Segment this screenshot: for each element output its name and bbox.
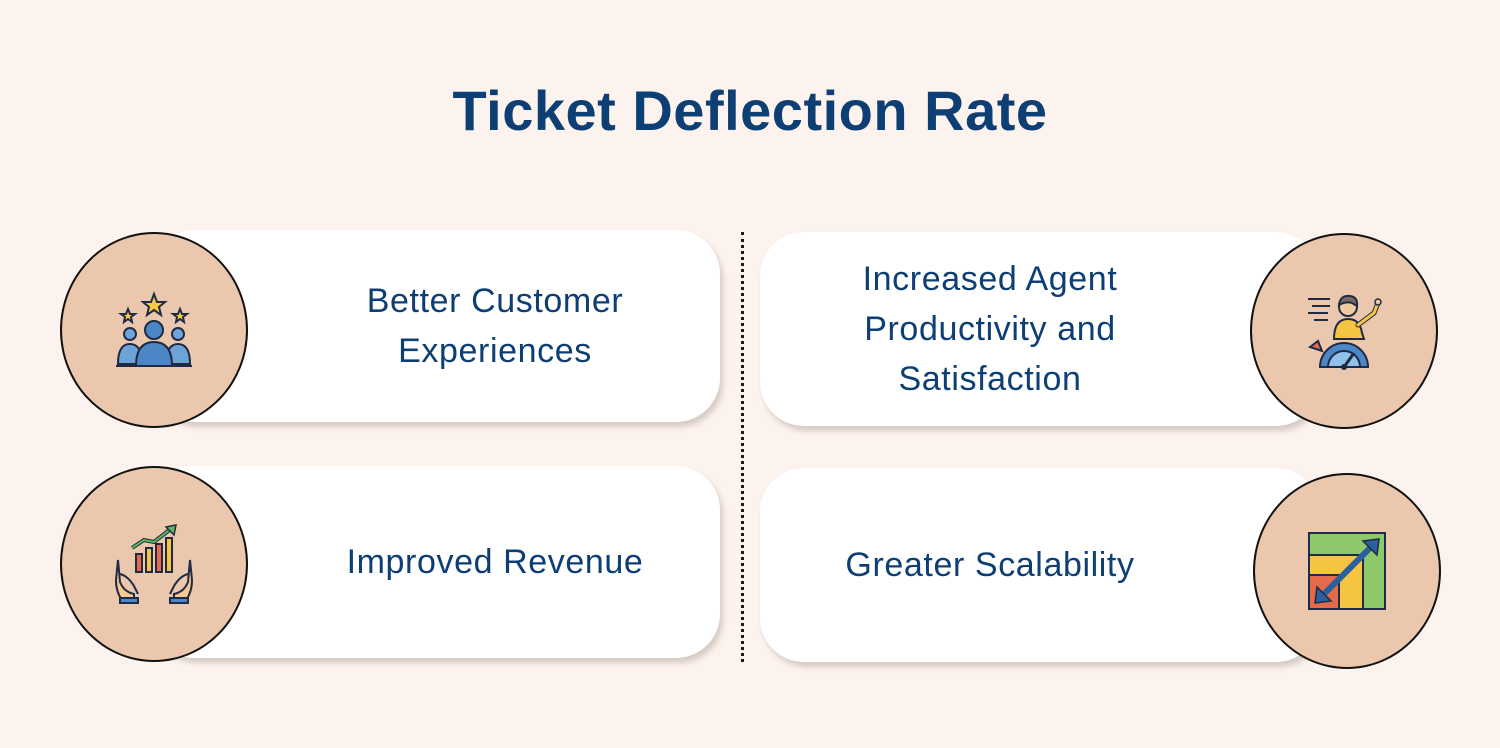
agent-speedometer-icon-circle [1250, 233, 1438, 429]
benefit-card-agent-productivity: Increased Agent Productivity and Satisfa… [760, 232, 1320, 426]
revenue-growth-icon-circle [60, 466, 248, 662]
agent-speedometer-icon [1307, 294, 1382, 370]
customer-rating-icon [116, 291, 192, 367]
scalability-icon-circle [1253, 473, 1441, 669]
benefit-card-greater-scalability: Greater Scalability [760, 468, 1320, 662]
benefit-label: Better Customer Experiences [366, 282, 624, 370]
benefit-label: Improved Revenue [346, 543, 644, 581]
benefit-label: Increased Agent Productivity and Satisfa… [862, 260, 1118, 398]
benefit-label: Greater Scalability [845, 546, 1135, 584]
page-title: Ticket Deflection Rate [452, 79, 1048, 142]
center-divider [741, 232, 744, 662]
scalability-icon [1308, 532, 1386, 610]
revenue-growth-icon [114, 524, 194, 604]
customer-rating-icon-circle [60, 232, 248, 428]
